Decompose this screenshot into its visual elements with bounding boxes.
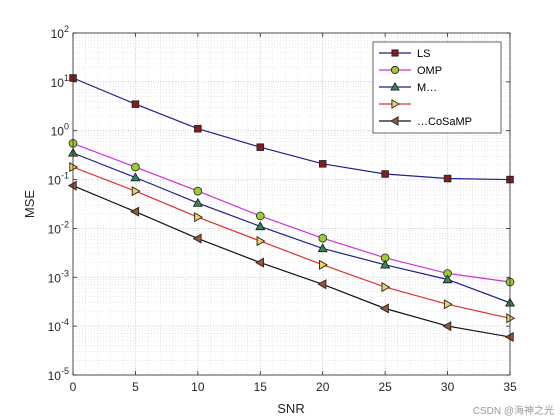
data-point-triangle-right [319, 259, 328, 270]
legend-entry: …CoSaMP [379, 116, 472, 128]
ticks [72, 32, 511, 376]
series-2 [68, 139, 515, 287]
x-tick-label: 5 [132, 380, 139, 394]
x-tick-label: 20 [316, 380, 330, 394]
data-point-circle [318, 233, 328, 243]
y-tick-label: 10-4 [48, 317, 69, 334]
data-point-triangle-left [504, 331, 514, 343]
x-tick-label: 35 [503, 380, 517, 394]
data-point-triangle-up [130, 172, 141, 182]
legend-label: M… [417, 82, 437, 94]
data-point-triangle-right [443, 299, 453, 310]
data-point-circle [255, 211, 265, 221]
x-tick-label: 30 [441, 380, 455, 394]
data-point-triangle-left [67, 180, 77, 191]
legend-label: …CoSaMP [417, 116, 472, 128]
y-tick-label: 10-1 [48, 171, 69, 188]
data-point-square [443, 174, 452, 183]
data-point-circle [390, 65, 400, 75]
data-point-triangle-up [442, 274, 453, 284]
y-axis-label: MSE [22, 190, 37, 219]
data-point-triangle-up [317, 243, 328, 253]
x-tick-label: 0 [70, 380, 77, 394]
data-point-square [381, 170, 389, 178]
series-layer [67, 74, 516, 343]
legend: LS OMP M… …CoSaMP [372, 41, 502, 134]
data-point-triangle-right [194, 212, 204, 223]
data-point-triangle-right [391, 99, 401, 109]
y-tick-label: 10-2 [48, 219, 69, 236]
data-point-triangle-right [131, 186, 141, 197]
legend-label: LS [417, 48, 430, 60]
data-point-triangle-left [442, 321, 452, 332]
data-point-triangle-up [255, 221, 266, 231]
data-point-triangle-left [317, 279, 327, 290]
series-5 [67, 180, 514, 343]
y-tick-label: 101 [51, 73, 69, 90]
legend-entry: LS [379, 48, 430, 60]
data-point-triangle-left [379, 303, 389, 314]
data-point-triangle-left [389, 116, 399, 126]
data-point-circle [193, 186, 203, 196]
data-point-triangle-left [192, 233, 202, 244]
data-point-triangle-right [381, 282, 391, 293]
data-point-triangle-left [255, 257, 264, 268]
y-tick-label: 10-3 [48, 268, 69, 285]
y-tick-label: 100 [51, 122, 69, 139]
tick-labels: 0 5 10 15 20 25 30 35 102 101 100 10-1 10-2 10-3 10-4 1… [48, 24, 517, 394]
data-point-triangle-right [256, 236, 266, 247]
data-point-triangle-up [380, 259, 391, 269]
data-point-circle [131, 162, 140, 172]
data-point-triangle-right [506, 313, 516, 324]
legend-entry: M… [379, 81, 437, 94]
series-3 [67, 147, 516, 307]
series-line-2 [72, 142, 511, 283]
series-line-3 [72, 152, 511, 304]
legend-entry: OMP [379, 65, 442, 77]
watermark: CSDN @海神之光 [472, 406, 554, 417]
legend-label: OMP [417, 65, 442, 77]
data-point-square [391, 49, 399, 57]
data-point-triangle-up [192, 197, 203, 207]
data-point-square [194, 124, 202, 133]
series-4 [69, 162, 516, 324]
data-point-square [131, 100, 140, 108]
y-tick-label: 10-5 [48, 366, 69, 383]
legend-entry [379, 99, 411, 109]
x-tick-label: 10 [191, 380, 205, 394]
series-line-1 [72, 77, 511, 181]
series-line-5 [72, 185, 511, 338]
data-point-square [318, 160, 327, 168]
x-axis-label: SNR [277, 401, 304, 416]
data-point-triangle-right [69, 162, 79, 173]
plot-frame [72, 32, 511, 376]
data-point-triangle-up [390, 81, 400, 91]
x-tick-label: 25 [378, 380, 392, 394]
y-tick-label: 102 [51, 24, 69, 41]
x-tick-label: 15 [254, 380, 268, 394]
data-point-triangle-left [130, 206, 140, 217]
series-line-4 [72, 166, 511, 319]
data-point-square [256, 143, 265, 151]
